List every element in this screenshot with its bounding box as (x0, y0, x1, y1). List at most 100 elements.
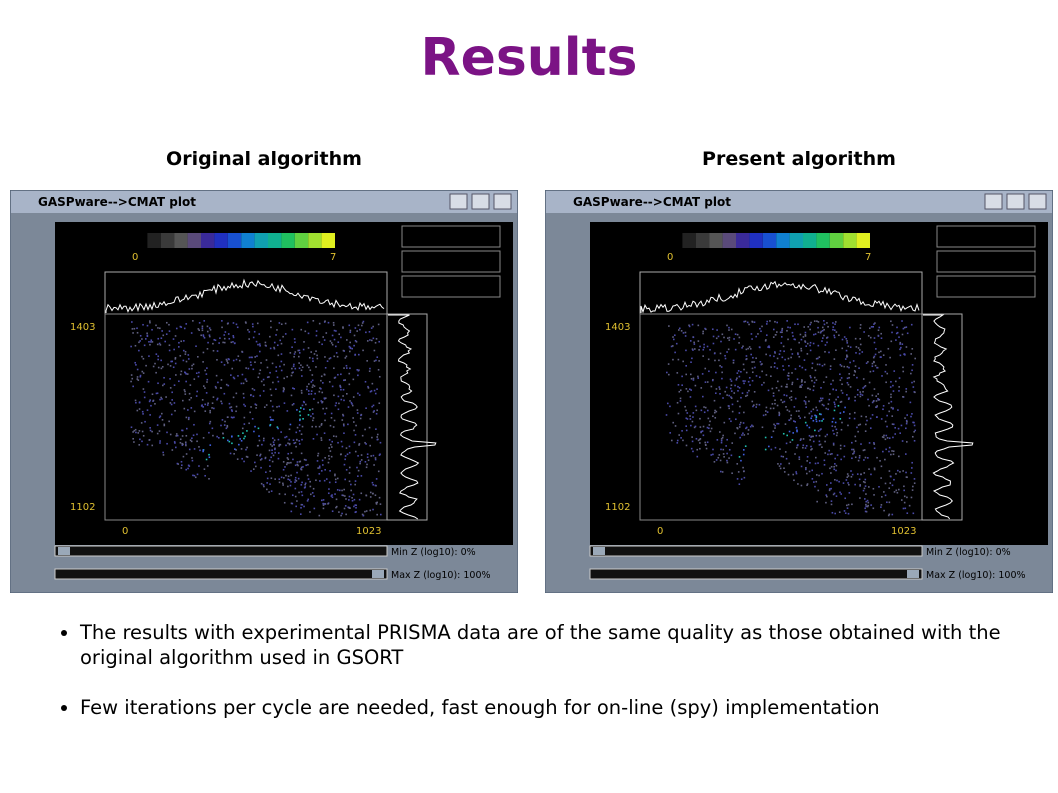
matrix-point (777, 463, 779, 465)
matrix-point (315, 350, 317, 352)
matrix-point (298, 443, 301, 445)
matrix-point (378, 340, 380, 343)
matrix-point (143, 396, 146, 399)
matrix-point (772, 392, 775, 395)
color-swatch (134, 233, 148, 248)
matrix-point (284, 493, 286, 496)
matrix-point (300, 484, 303, 486)
matrix-point (688, 324, 690, 327)
matrix-point (274, 447, 276, 450)
matrix-point (766, 320, 768, 323)
matrix-point (743, 368, 745, 371)
matrix-point (721, 471, 724, 473)
matrix-point (351, 347, 353, 350)
matrix-point (148, 355, 150, 357)
matrix-point (781, 356, 784, 359)
matrix-point (247, 329, 249, 331)
matrix-point (898, 488, 900, 491)
matrix-point (322, 382, 324, 384)
matrix-point (826, 495, 828, 498)
matrix-point (228, 402, 231, 405)
matrix-point (755, 357, 757, 360)
color-swatch (682, 233, 696, 248)
matrix-point (798, 415, 800, 418)
matrix-point (697, 340, 700, 342)
matrix-point (875, 348, 877, 350)
matrix-point (726, 438, 728, 441)
matrix-point (130, 345, 132, 348)
matrix-point (840, 389, 843, 392)
matrix-point (729, 378, 732, 381)
matrix-point (243, 396, 245, 399)
matrix-point (820, 386, 822, 389)
matrix-point (232, 336, 235, 339)
matrix-point (336, 355, 339, 358)
matrix-point (676, 401, 679, 404)
matrix-point (685, 373, 688, 376)
matrix-point (883, 509, 885, 512)
matrix-point (787, 473, 790, 476)
matrix-point (802, 336, 805, 338)
matrix-point (320, 439, 323, 441)
matrix-point (254, 461, 256, 464)
matrix-point (859, 393, 862, 395)
matrix-point (692, 336, 695, 339)
matrix-point (865, 423, 867, 426)
matrix-point (132, 431, 134, 433)
matrix-point (831, 453, 833, 455)
matrix-point (797, 483, 799, 485)
matrix-point (860, 443, 862, 445)
matrix-point (240, 448, 243, 450)
matrix-point (187, 358, 190, 360)
matrix-point (159, 398, 161, 401)
matrix-point (329, 340, 332, 342)
matrix-point (887, 514, 890, 517)
matrix-point (321, 459, 324, 462)
matrix-point (718, 388, 721, 390)
matrix-point (781, 329, 783, 332)
matrix-point (195, 395, 198, 397)
matrix-point (277, 438, 280, 441)
matrix-point (219, 387, 222, 389)
matrix-point (256, 322, 259, 325)
matrix-point (359, 328, 361, 331)
matrix-point (292, 439, 295, 442)
matrix-point (804, 341, 807, 343)
matrix-point (758, 403, 761, 406)
matrix-point (223, 334, 226, 336)
matrix-point (282, 461, 285, 463)
matrix-point (182, 399, 184, 402)
matrix-point (899, 354, 902, 357)
matrix-point (789, 441, 792, 444)
matrix-point (292, 371, 294, 374)
matrix-point (334, 474, 336, 477)
matrix-point (321, 343, 323, 346)
matrix-point (722, 453, 725, 455)
matrix-point (765, 323, 768, 325)
matrix-point (157, 355, 160, 358)
matrix-point (699, 345, 701, 348)
matrix-point (379, 453, 381, 456)
matrix-point (330, 342, 333, 344)
matrix-point (351, 404, 354, 407)
matrix-point (142, 434, 145, 437)
matrix-point (732, 362, 735, 364)
matrix-point (286, 410, 289, 412)
matrix-point (231, 367, 234, 370)
matrix-point (666, 402, 669, 405)
matrix-point (180, 467, 183, 469)
matrix-point (672, 358, 674, 361)
matrix-point (913, 430, 915, 433)
matrix-point (780, 455, 783, 458)
matrix-point (809, 462, 811, 464)
matrix-point (322, 464, 324, 466)
matrix-point (208, 334, 211, 337)
matrix-point (667, 363, 670, 365)
matrix-point (745, 427, 747, 430)
matrix-point (794, 453, 796, 455)
matrix-point (361, 324, 363, 327)
matrix-point (818, 420, 821, 422)
matrix-point (726, 394, 728, 396)
matrix-point (193, 474, 196, 477)
matrix-point (310, 381, 313, 383)
